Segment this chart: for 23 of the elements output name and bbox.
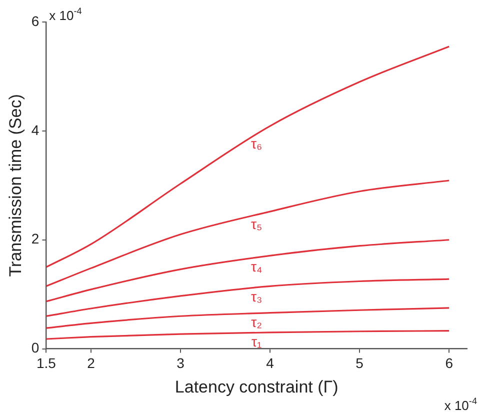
x-tick-label: 2 xyxy=(87,355,96,372)
x-tick-label: 4 xyxy=(266,355,274,372)
line-series xyxy=(46,307,450,329)
line-series xyxy=(46,330,450,340)
x-tick-label: 6 xyxy=(445,355,454,372)
x-axis-title: Latency constraint (Γ) xyxy=(174,377,338,396)
series-label: τ₁ xyxy=(251,334,262,350)
x-tick-label: 5 xyxy=(356,355,364,372)
series-label: τ₂ xyxy=(251,314,262,330)
series-label: τ₆ xyxy=(251,136,262,152)
y-tick-label: 4 xyxy=(31,122,40,138)
y-tick-label: 2 xyxy=(31,230,40,247)
line-series xyxy=(46,180,450,287)
series-label: τ₃ xyxy=(250,288,262,304)
line-series xyxy=(46,278,450,317)
x-tick-label: 1.5 xyxy=(36,355,56,372)
y-axis-title: Transmission time (Sec) xyxy=(6,94,25,277)
x-tick-label: 3 xyxy=(176,355,185,372)
line-series xyxy=(46,239,450,302)
series-label: τ₅ xyxy=(251,216,262,232)
y-tick-label: 0 xyxy=(31,340,40,356)
series-label: τ₄ xyxy=(250,258,262,275)
y-tick-label: 6 xyxy=(31,12,40,29)
